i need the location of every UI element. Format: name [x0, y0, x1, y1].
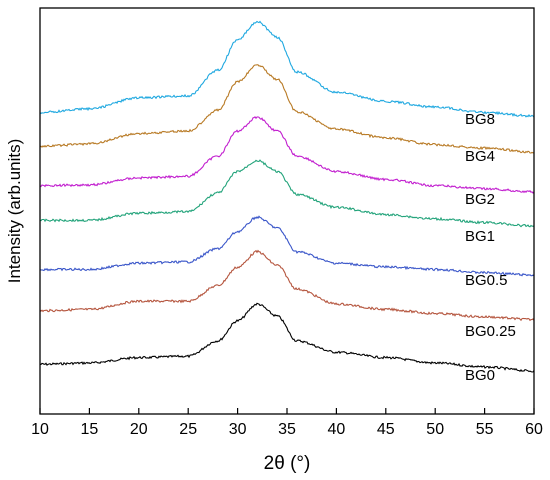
- x-axis-label: 2θ (°): [264, 453, 311, 474]
- x-tick-label-30: 30: [229, 421, 247, 438]
- series-curves: [39, 20, 535, 373]
- series-line-bg8: [39, 20, 535, 118]
- series-line-bg4: [39, 64, 535, 154]
- series-line-bg1: [39, 159, 535, 228]
- x-tick-label-20: 20: [130, 421, 148, 438]
- x-tick-label-40: 40: [328, 421, 346, 438]
- x-tick-label-10: 10: [31, 421, 49, 438]
- series-label-bg0.5: BG0.5: [465, 272, 508, 289]
- y-axis-label: Intensity (arb.units): [5, 139, 24, 284]
- x-tick-label-60: 60: [525, 421, 543, 438]
- plot-frame: [39, 7, 535, 415]
- x-tick-label-45: 45: [377, 421, 395, 438]
- series-label-bg0.25: BG0.25: [465, 323, 516, 340]
- series-line-bg0: [39, 302, 535, 373]
- x-tick-label-35: 35: [278, 421, 296, 438]
- series-label-bg2: BG2: [465, 191, 495, 208]
- series-line-bg0.25: [39, 249, 535, 322]
- series-labels: BG0 BG0.25 BG0.5 BG1 BG2 BG4 BG8: [465, 111, 516, 384]
- series-label-bg8: BG8: [465, 111, 495, 128]
- series-label-bg0: BG0: [465, 367, 495, 384]
- series-line-bg0.5: [39, 215, 535, 277]
- series-label-bg4: BG4: [465, 148, 495, 165]
- x-tick-label-55: 55: [476, 421, 494, 438]
- x-tick-label-15: 15: [81, 421, 99, 438]
- x-tick-label-50: 50: [426, 421, 444, 438]
- x-tick-label-25: 25: [179, 421, 197, 438]
- series-line-bg2: [39, 116, 535, 194]
- x-axis-ticks: 10 15 20 25 30 35 40 45 50 55 60: [31, 408, 543, 438]
- series-label-bg1: BG1: [465, 228, 495, 245]
